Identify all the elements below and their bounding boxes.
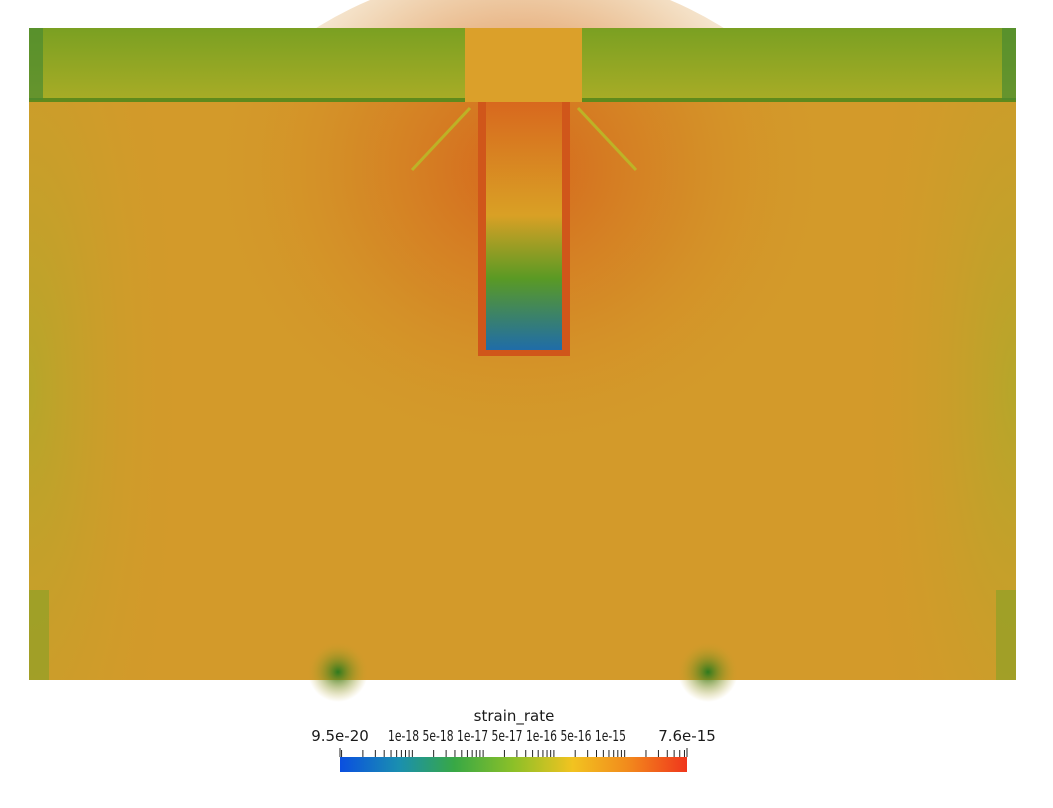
bottom-right-corner xyxy=(996,590,1016,680)
top-band-left-edge xyxy=(29,98,465,102)
inner-channel xyxy=(478,102,570,354)
top-throat xyxy=(465,28,582,102)
top-band-right-edge xyxy=(582,98,1016,102)
channel-wall-left xyxy=(478,102,486,354)
scalar-bar-ticks xyxy=(339,748,688,757)
bottom-spot-left xyxy=(308,642,368,702)
scalar-bar-max-label: 7.6e-15 xyxy=(658,727,716,745)
corner-top-left xyxy=(29,28,43,100)
bottom-spot-right xyxy=(678,642,738,702)
scalar-bar-min-label: 9.5e-20 xyxy=(311,727,369,745)
channel-wall-right xyxy=(562,102,570,354)
strain-field xyxy=(29,0,1016,702)
shear-line-right xyxy=(576,106,638,172)
top-band-left xyxy=(29,28,465,100)
field-right-edge xyxy=(856,100,1016,680)
scalar-bar-tick-labels: 1e-18 5e-18 1e-17 5e-17 1e-16 5e-16 1e-1… xyxy=(388,727,626,745)
corner-top-right xyxy=(1002,28,1016,100)
shear-line-left xyxy=(410,106,472,172)
colormap-gradient xyxy=(340,757,687,772)
scalar-bar: strain_rate 9.5e-20 1e-18 5e-18 1e-17 5e… xyxy=(311,707,716,772)
scalar-bar-title: strain_rate xyxy=(474,707,555,726)
channel-floor xyxy=(478,350,570,356)
bottom-left-corner xyxy=(29,590,49,680)
top-band-right xyxy=(582,28,1016,100)
field-left-edge xyxy=(29,100,189,680)
